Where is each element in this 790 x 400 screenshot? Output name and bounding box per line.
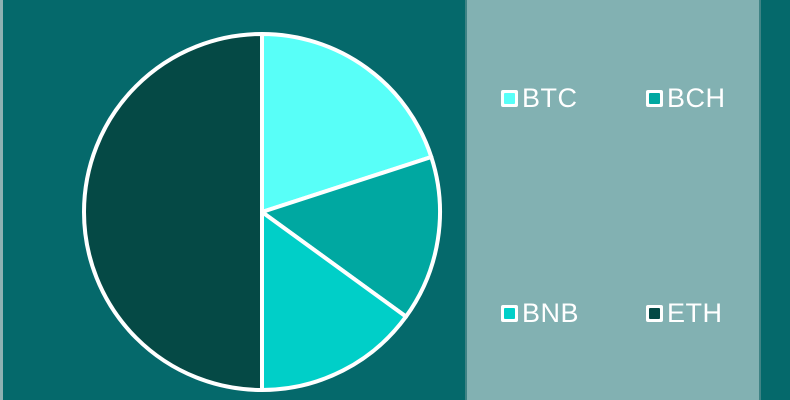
legend-item-eth[interactable]: ETH [646, 298, 723, 328]
pie-slice-btc[interactable] [260, 32, 434, 214]
legend-swatch-bnb-icon [501, 304, 518, 322]
pie-slice-bnb[interactable] [260, 210, 408, 392]
legend-item-bch[interactable]: BCH [646, 83, 726, 113]
legend-panel: BTC BCH BNB ETH [465, 0, 761, 400]
pie-slice-eth[interactable] [82, 32, 264, 392]
legend-swatch-btc-icon [501, 89, 518, 107]
legend-swatch-eth-icon [646, 304, 663, 322]
legend-item-bnb[interactable]: BNB [501, 298, 579, 328]
legend-item-btc[interactable]: BTC [501, 83, 578, 113]
legend-label-btc: BTC [522, 83, 578, 113]
left-edge-strip [0, 0, 3, 400]
legend-label-bnb: BNB [522, 298, 580, 328]
legend-swatch-bch-icon [646, 89, 663, 107]
pie-chart [82, 32, 442, 392]
legend-label-eth: ETH [667, 298, 723, 328]
pie-slice-bch[interactable] [260, 155, 442, 319]
legend-label-bch: BCH [667, 83, 726, 113]
